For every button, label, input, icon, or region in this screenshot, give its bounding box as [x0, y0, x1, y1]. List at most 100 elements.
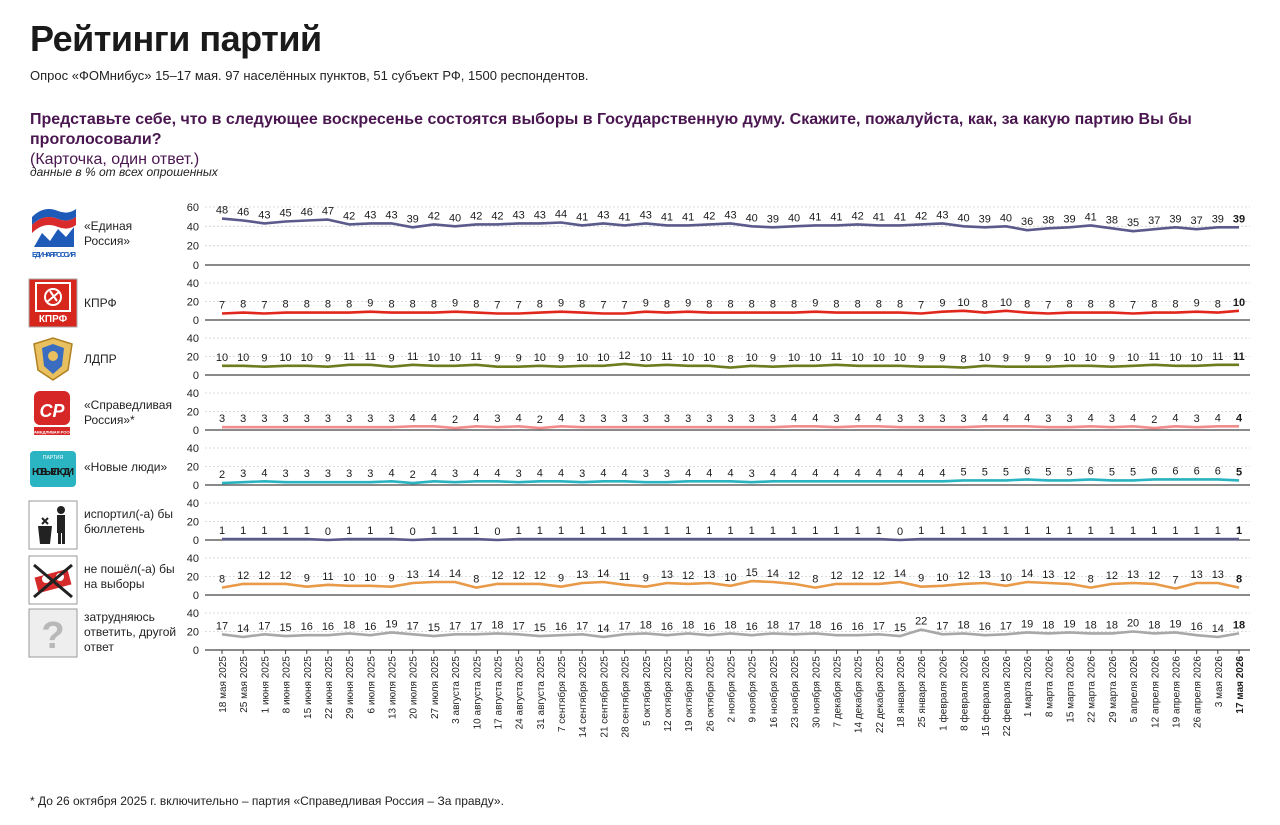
x-tick-label: 14 сентября 2025	[577, 656, 589, 738]
data-label: 19	[1169, 618, 1181, 630]
data-label: 10	[852, 352, 864, 364]
data-label: 41	[682, 211, 694, 223]
data-label: 1	[1088, 525, 1094, 537]
data-label: 14	[597, 623, 609, 635]
series-line	[221, 478, 1240, 485]
data-label: 3	[706, 413, 712, 425]
data-label: 35	[1127, 217, 1139, 229]
x-tick-label: 23 ноября 2025	[789, 656, 801, 728]
data-label: 13	[1212, 569, 1224, 581]
data-label: 4	[855, 467, 861, 479]
data-label: 13	[703, 569, 715, 581]
x-tick-label: 25 января 2026	[917, 656, 928, 728]
y-tick-label: 20	[187, 352, 199, 364]
x-tick-label: 29 марта 2026	[1108, 656, 1119, 723]
data-label: 4	[600, 467, 606, 479]
data-label: 3	[770, 413, 776, 425]
data-label: 8	[283, 299, 289, 311]
y-tick-label: 40	[187, 278, 199, 290]
data-label: 3	[516, 468, 522, 480]
data-label: 12	[957, 570, 969, 582]
data-label: 19	[1063, 618, 1075, 630]
data-label: 12	[279, 570, 291, 582]
data-label: 11	[322, 571, 333, 583]
data-label: 1	[261, 525, 267, 537]
data-label: 10	[979, 352, 991, 364]
data-label: 1	[346, 525, 352, 537]
y-tick-label: 40	[187, 221, 199, 233]
data-label: 8	[579, 299, 585, 311]
question-note: (Карточка, один ответ.)	[30, 151, 200, 168]
x-tick-label: 5 октября 2025	[641, 656, 653, 726]
data-label: 37	[1191, 215, 1203, 227]
data-label: 9	[939, 353, 945, 365]
x-tick-label: 10 августа 2025	[472, 656, 483, 730]
x-tick-label: 21 сентября 2025	[598, 656, 610, 738]
data-label: 3	[664, 468, 670, 480]
data-label: 39	[407, 213, 419, 225]
data-label: 11	[365, 351, 376, 363]
data-label: 3	[579, 413, 585, 425]
data-label: 12	[1063, 570, 1075, 582]
data-label: 1	[791, 525, 797, 537]
data-label: 10	[1063, 352, 1075, 364]
x-tick-label: 31 августа 2025	[536, 656, 547, 730]
x-tick-label: 28 сентября 2025	[620, 656, 632, 738]
y-tick-label: 40	[187, 443, 199, 455]
data-label: 9	[388, 353, 394, 365]
data-label: 13	[1191, 569, 1203, 581]
data-label: 38	[1042, 214, 1054, 226]
data-label: 7	[219, 300, 225, 312]
x-tick-label: 12 октября 2025	[662, 656, 674, 732]
y-tick-label: 20	[187, 627, 199, 639]
data-label: 19	[1021, 618, 1033, 630]
row-head-abstain: не пошёл(-а) бы на выборы	[28, 555, 178, 605]
data-label: 4	[431, 467, 437, 479]
data-label: 8	[325, 299, 331, 311]
data-label: 1	[876, 525, 882, 537]
data-label: 1	[1003, 525, 1009, 537]
x-tick-label: 15 марта 2026	[1066, 656, 1077, 723]
data-label: 14	[428, 568, 440, 580]
data-label: 17	[1000, 620, 1012, 632]
data-label: 3	[346, 413, 352, 425]
y-tick-label: 20	[187, 241, 199, 253]
data-label: 4	[431, 412, 437, 424]
data-label: 6	[1088, 465, 1094, 477]
data-label: 10	[788, 352, 800, 364]
data-label: 10	[873, 352, 885, 364]
x-tick-label: 19 апреля 2026	[1171, 656, 1182, 728]
data-label: 6	[1215, 465, 1221, 477]
data-label: 45	[279, 208, 291, 220]
data-label: 2	[219, 469, 225, 481]
data-label: 3	[304, 413, 310, 425]
data-label: 8	[876, 299, 882, 311]
series-line	[222, 537, 1239, 542]
data-label: 42	[915, 210, 927, 222]
data-label: 3	[304, 468, 310, 480]
data-label: 4	[516, 412, 522, 424]
kprf-logo-text: КПРФ	[39, 314, 68, 325]
data-label: 18	[1233, 619, 1245, 631]
data-label: 4	[727, 467, 733, 479]
data-label: 1	[516, 525, 522, 537]
data-label: 10	[703, 352, 715, 364]
y-tick-label: 0	[193, 260, 199, 272]
data-label: 1	[240, 525, 246, 537]
data-label: 11	[1212, 351, 1223, 363]
data-label: 3	[261, 413, 267, 425]
data-label: 8	[727, 354, 733, 366]
data-label: 17	[216, 620, 228, 632]
data-label: 4	[1130, 412, 1136, 424]
data-label: 8	[346, 299, 352, 311]
data-label: 9	[304, 573, 310, 585]
data-label: 7	[918, 300, 924, 312]
data-label: 8	[982, 299, 988, 311]
data-label: 2	[452, 414, 458, 426]
data-label: 1	[1130, 525, 1136, 537]
data-label: 3	[1109, 413, 1115, 425]
data-label: 10	[1233, 297, 1245, 309]
data-label: 4	[1172, 412, 1178, 424]
data-label: 12	[1106, 570, 1118, 582]
data-label: 9	[812, 298, 818, 310]
